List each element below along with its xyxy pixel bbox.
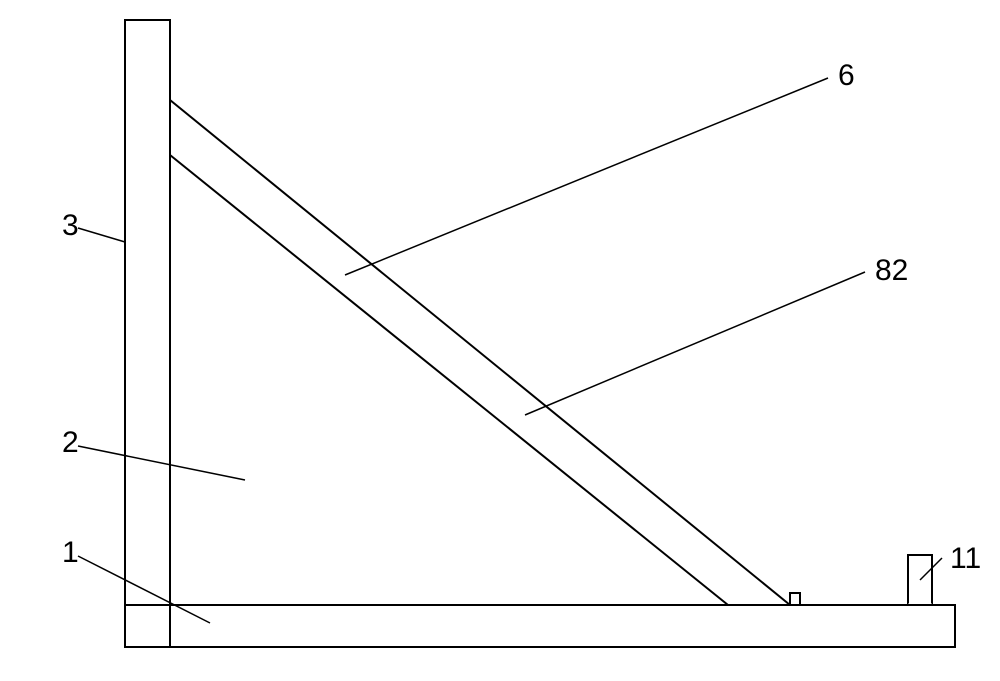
leader-l6 bbox=[345, 78, 828, 275]
label-l6: 6 bbox=[838, 59, 855, 92]
base-bar bbox=[125, 605, 955, 647]
label-l82: 82 bbox=[875, 254, 908, 287]
label-l1: 1 bbox=[62, 536, 79, 569]
label-l3: 3 bbox=[62, 209, 79, 242]
column-base-join-mask bbox=[126, 606, 169, 646]
label-l2: 2 bbox=[62, 426, 79, 459]
leader-l3 bbox=[78, 228, 125, 242]
diagonal-top bbox=[170, 100, 790, 605]
small-block bbox=[790, 593, 800, 605]
vertical-column bbox=[125, 20, 170, 647]
diagonal-bottom bbox=[170, 155, 728, 605]
technical-drawing: 1 2 3 6 11 82 bbox=[0, 0, 1000, 681]
label-l11: 11 bbox=[950, 542, 981, 575]
leader-l82 bbox=[525, 272, 865, 415]
